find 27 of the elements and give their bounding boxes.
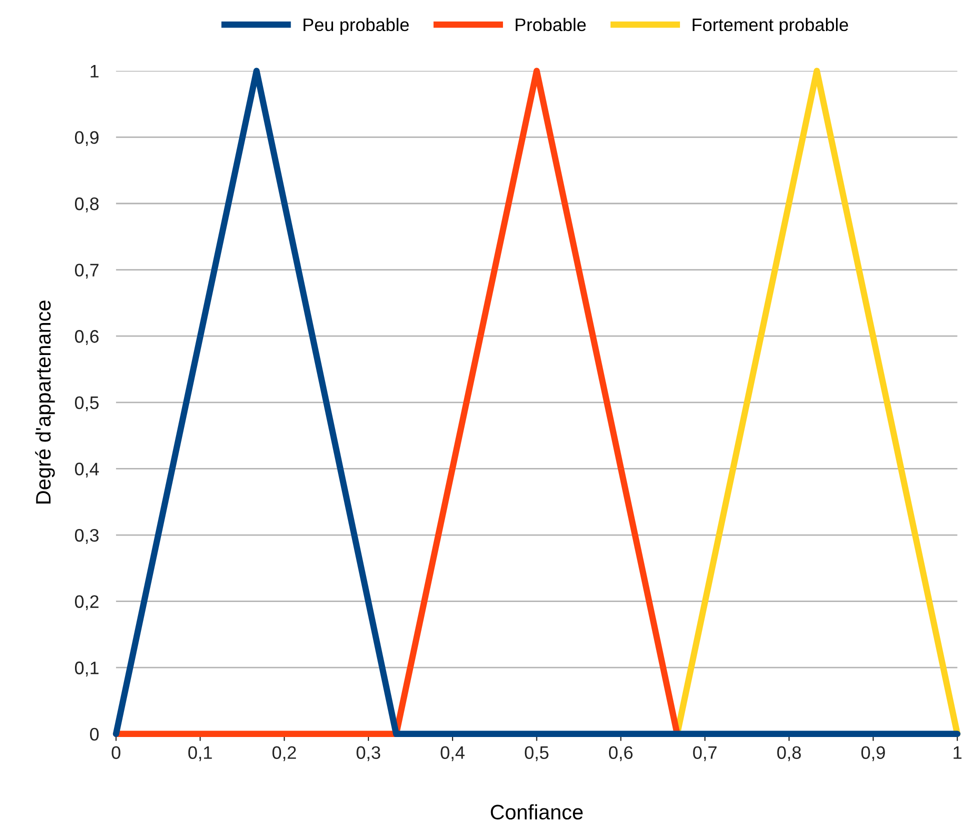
legend-label: Peu probable — [304, 18, 409, 35]
x-axis-title: Confiance — [490, 804, 583, 820]
x-tick-label: 0,6 — [608, 746, 633, 762]
x-tick-label: 0 — [112, 746, 120, 759]
y-tick-label: 0 — [90, 728, 99, 741]
y-tick-label: 0,9 — [74, 131, 99, 146]
y-tick-label: 0,7 — [74, 264, 98, 279]
x-tick-label: 0,9 — [861, 746, 885, 762]
y-tick-label: 0,8 — [74, 197, 99, 212]
legend-label: Fortement probable — [692, 18, 848, 35]
x-tick-label: 0,5 — [524, 746, 548, 762]
x-tick-label: 1 — [954, 746, 962, 759]
y-axis-title: Degré d'appartenance — [35, 300, 55, 504]
y-tick-label: 1 — [90, 65, 98, 78]
x-tick-label: 0,3 — [356, 746, 380, 762]
x-tick-label: 0,2 — [272, 746, 296, 762]
x-tick-label: 0,7 — [693, 746, 717, 762]
y-tick-label: 0,3 — [74, 528, 99, 544]
y-tick-label: 0,4 — [74, 462, 99, 478]
y-tick-label: 0,1 — [74, 662, 98, 676]
y-tick-label: 0,5 — [74, 396, 99, 412]
y-tick-label: 0,2 — [74, 595, 98, 610]
y-tick-label: 0,6 — [74, 330, 99, 345]
x-tick-label: 0,8 — [777, 746, 801, 762]
x-tick-label: 0,1 — [188, 746, 212, 762]
x-tick-label: 0,4 — [440, 746, 465, 762]
legend-label: Probable — [516, 18, 586, 32]
